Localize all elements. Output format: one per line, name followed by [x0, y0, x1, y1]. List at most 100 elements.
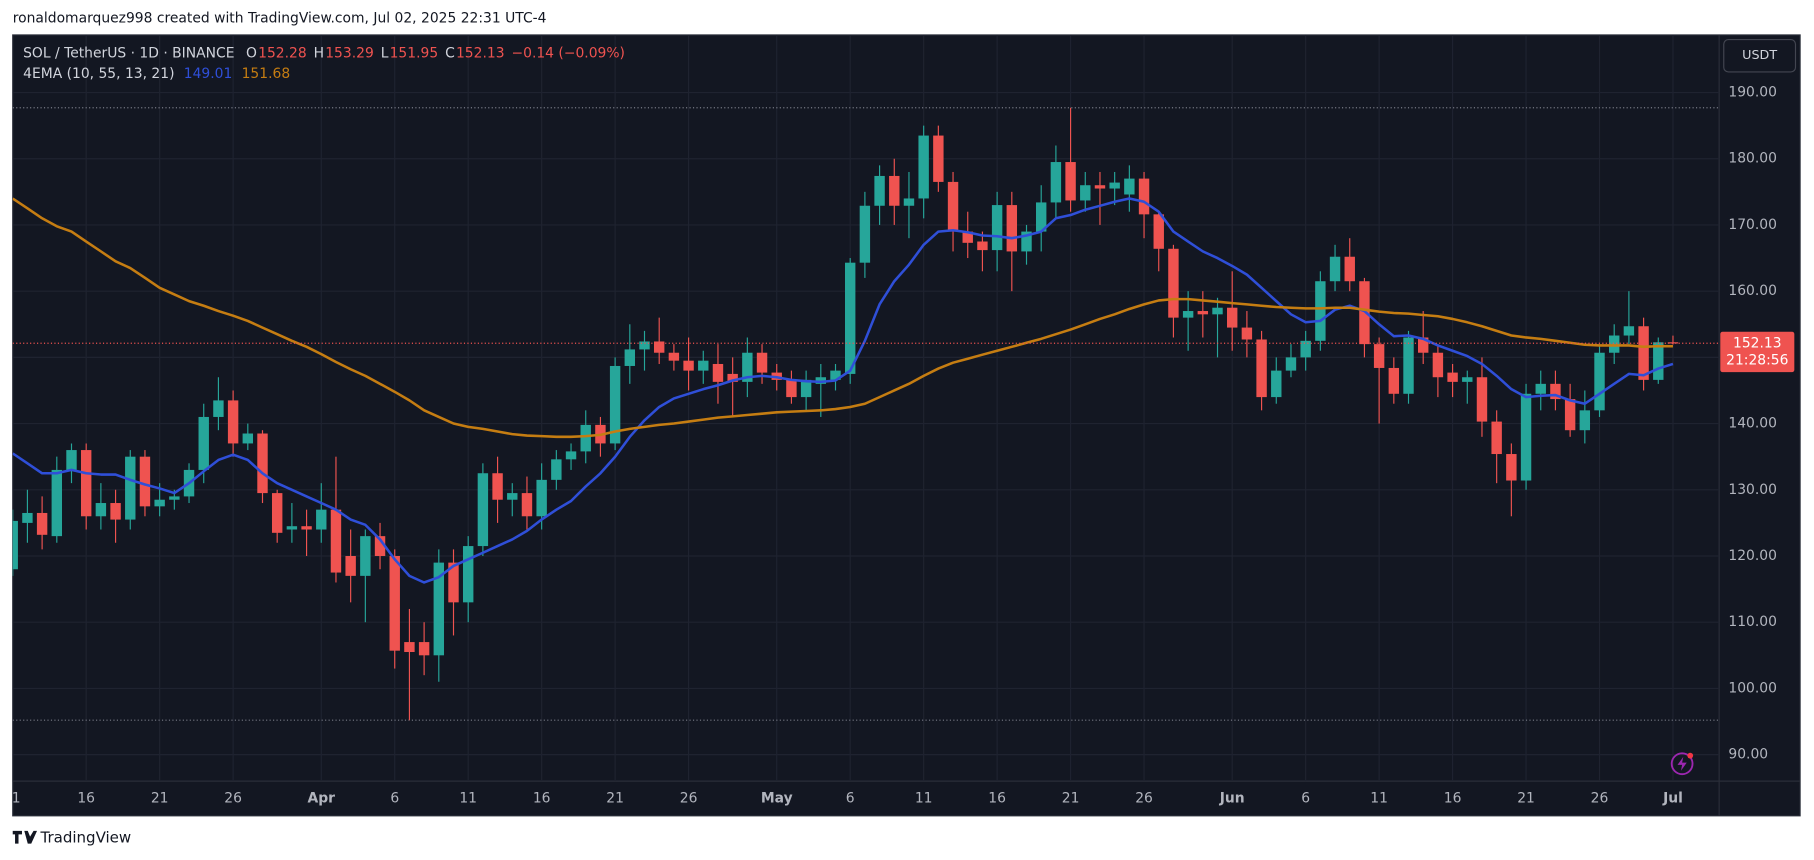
x-tick-label: Apr [308, 790, 336, 806]
candle-body [551, 459, 562, 480]
candle-body [404, 642, 415, 653]
candle-body [1608, 335, 1620, 353]
y-tick-label: 190.00 [1728, 85, 1777, 101]
ohlc-value: 151.95 [390, 45, 439, 61]
candle-body [1520, 393, 1532, 481]
ohlc-label: L [381, 45, 389, 61]
footer-text: TradingView [39, 828, 131, 846]
candle-body [1594, 352, 1605, 411]
x-tick-label: Jul [1662, 790, 1683, 806]
candle-body [316, 509, 327, 530]
candle-body [1388, 367, 1400, 394]
x-tick-label: 26 [1591, 790, 1609, 806]
alert-icon[interactable] [1670, 752, 1694, 776]
candle-body [1564, 399, 1576, 431]
candle-body [1638, 326, 1649, 380]
candle-body [125, 456, 136, 520]
candle-body [903, 198, 915, 206]
candle-body [1506, 454, 1517, 481]
alert-icon-ring[interactable] [1670, 752, 1694, 776]
candle-body [1065, 162, 1076, 201]
x-tick-label: 16 [77, 790, 95, 806]
candle-body [521, 493, 533, 517]
candle-body [36, 512, 48, 535]
alert-icon-bolt[interactable] [1677, 756, 1687, 771]
change-label: −0.14 (−0.09%) [511, 45, 624, 61]
candle-body [1300, 340, 1311, 358]
candle-body [374, 536, 386, 556]
candle-body [1212, 307, 1223, 315]
candle-body [257, 433, 268, 494]
candle-body [213, 400, 224, 417]
x-tick-label: 11 [459, 790, 477, 806]
y-tick-label: 90.00 [1728, 747, 1768, 763]
candle-body [712, 363, 724, 382]
candle-body [1168, 248, 1179, 318]
candle-body [580, 424, 591, 452]
legend-header: SOL / TetherUS · 1D · BINANCE O 152.28 H 153… [23, 45, 625, 82]
candle-body [874, 175, 885, 206]
candle-body [977, 241, 988, 251]
candle-body [1667, 342, 1679, 344]
candle-body [1226, 307, 1238, 328]
currency-button[interactable] [1723, 38, 1797, 73]
candle-body [698, 360, 709, 371]
x-tick-label: 26 [1135, 790, 1153, 806]
currency-label[interactable]: USDT [1742, 47, 1777, 62]
candle-body [1285, 357, 1297, 371]
candle-body [22, 512, 33, 523]
candle-body [962, 231, 973, 243]
candle-body [110, 503, 121, 520]
y-tick-label: 110.00 [1728, 614, 1777, 630]
ema-line [12, 197, 1673, 439]
candle-body [844, 262, 856, 374]
candle-body [933, 135, 944, 182]
candle-body [1197, 311, 1209, 315]
candle-body [1080, 185, 1091, 201]
candle-body [815, 377, 827, 384]
candle-body [301, 526, 312, 530]
ema-line [12, 197, 1674, 584]
indicator-value: 151.68 [242, 66, 291, 82]
last-price-tag [1720, 331, 1795, 373]
indicator-value: 149.01 [184, 66, 233, 82]
candle-body [477, 473, 489, 547]
candle-body [1535, 383, 1546, 394]
candle-body [536, 479, 547, 517]
candle-body [624, 349, 636, 366]
candle-body [1153, 214, 1164, 249]
candle-body [271, 493, 283, 533]
candle-body [1476, 377, 1488, 422]
indicator-label: 4EMA (10, 55, 13, 21) [23, 66, 174, 82]
candle-body [169, 496, 180, 500]
candle-body [1403, 337, 1414, 394]
candle-body [991, 205, 1003, 251]
candle-body [198, 416, 209, 470]
candle-body [1256, 339, 1267, 398]
footer-logo-mark [12, 830, 38, 844]
alert-icon-dot[interactable] [1687, 752, 1694, 759]
candle-body [462, 546, 474, 603]
candle-body [389, 555, 400, 651]
candle-body [727, 373, 738, 382]
candle-body [1138, 178, 1150, 215]
candle-body [1109, 182, 1120, 189]
candle-body [448, 562, 459, 603]
candle-body [786, 379, 797, 398]
candle-body [1623, 326, 1635, 336]
x-tick-label: 6 [846, 790, 855, 806]
candle-body [1417, 337, 1429, 353]
x-tick-label: Jun [1219, 790, 1245, 806]
y-tick-label: 180.00 [1728, 151, 1777, 167]
candle-body [1006, 205, 1018, 252]
candle-body [227, 400, 239, 444]
ohlc-value: 152.28 [258, 45, 307, 61]
candle-body [800, 379, 812, 398]
candle-body [1124, 178, 1135, 195]
candle-body [609, 365, 621, 444]
y-tick-label: 100.00 [1728, 680, 1777, 696]
candle-body [830, 370, 841, 380]
candle-body [653, 341, 665, 353]
candle-body [1579, 410, 1591, 431]
